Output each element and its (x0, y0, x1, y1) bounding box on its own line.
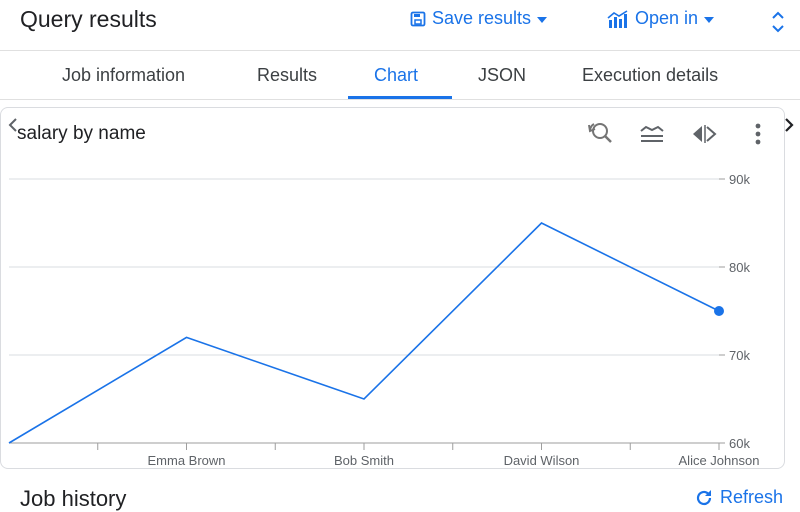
save-results-button[interactable]: Save results (410, 8, 548, 29)
chart-title: salary by name (17, 123, 146, 144)
save-icon (410, 11, 426, 26)
tabs-divider (0, 99, 800, 100)
tab-chart[interactable]: Chart (374, 65, 419, 85)
query-results-header: Query results Save results Open in (0, 0, 800, 50)
header-divider (0, 50, 800, 51)
line-chart: 60k 70k 80k 90k Emma Brown Bob Smith David Wil… (8, 172, 760, 468)
results-tabs: Job information Results Chart JSON Execu… (0, 51, 800, 132)
more-vert-icon[interactable] (743, 119, 773, 149)
x-tick-label: Alice Johnson (679, 453, 760, 468)
y-tick-label: 90k (729, 172, 750, 187)
chart-card (0, 107, 785, 469)
expand-collapse-icon[interactable] (770, 10, 786, 34)
chart-bars-icon (607, 9, 628, 28)
x-tick-label: Emma Brown (147, 453, 225, 468)
y-tick-label: 70k (729, 348, 750, 363)
save-results-label: Save results (432, 8, 532, 28)
refresh-label: Refresh (720, 487, 784, 507)
page-title: Query results (20, 6, 157, 32)
x-tick-label: Bob Smith (334, 453, 394, 468)
chevron-down-icon (537, 16, 548, 23)
chevron-right-icon[interactable] (781, 115, 797, 135)
refresh-icon (696, 489, 712, 505)
tab-json[interactable]: JSON (478, 65, 527, 85)
tab-job-information[interactable]: Job information (62, 65, 186, 85)
y-tick-label: 60k (729, 436, 750, 451)
open-in-label: Open in (635, 8, 699, 28)
series-line (8, 222, 720, 444)
tab-results[interactable]: Results (257, 65, 318, 85)
layers-icon[interactable] (637, 119, 667, 149)
chevron-left-icon[interactable] (5, 115, 21, 135)
job-history-title: Job history (20, 486, 127, 511)
open-in-button[interactable]: Open in (607, 8, 715, 29)
refresh-button[interactable]: Refresh (694, 487, 783, 508)
x-tick-label: David Wilson (504, 453, 580, 468)
zoom-reset-icon[interactable] (584, 119, 614, 149)
tab-execution-details[interactable]: Execution details (582, 65, 719, 85)
code-arrows-icon[interactable] (690, 119, 720, 149)
y-tick-label: 80k (729, 260, 750, 275)
chevron-down-icon (704, 16, 715, 23)
data-point (714, 306, 724, 316)
active-tab-indicator (348, 96, 452, 99)
